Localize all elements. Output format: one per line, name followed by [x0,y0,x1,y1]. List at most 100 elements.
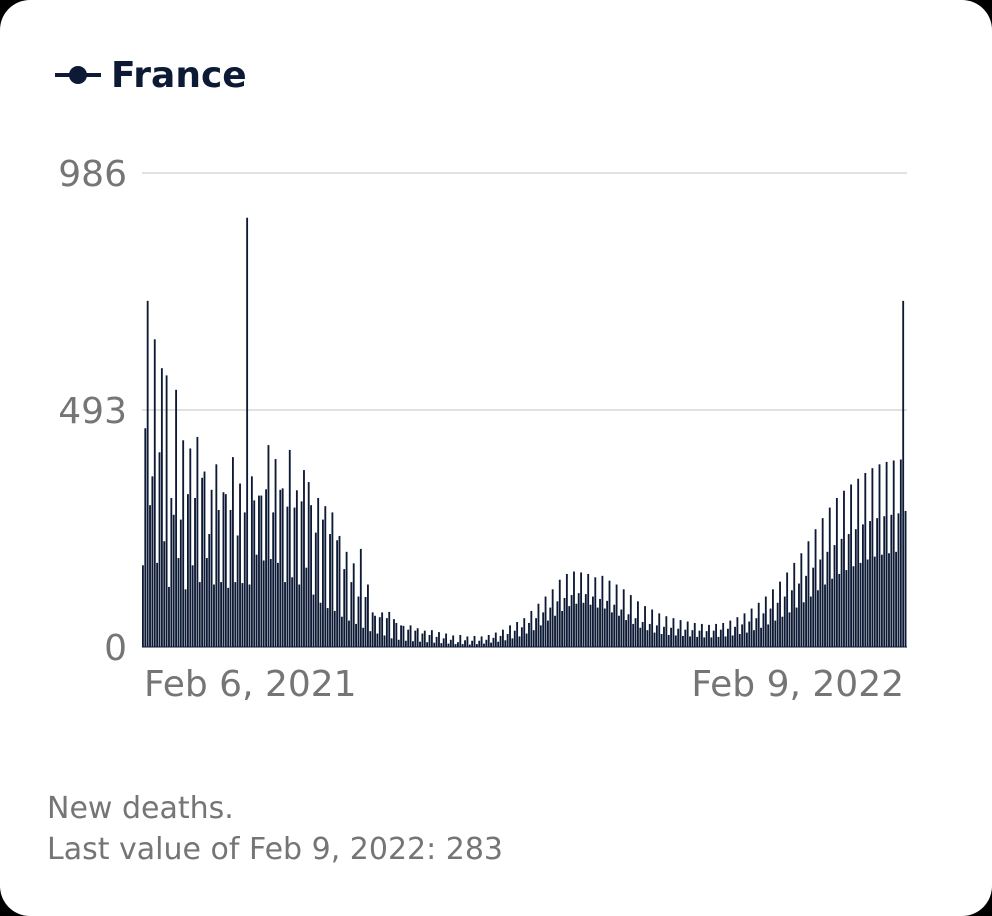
bar [426,642,429,647]
bar [831,578,834,647]
y-tick-label-zero: 0 [104,628,127,669]
bar [561,610,564,647]
bar [658,613,661,647]
bar [696,636,699,647]
bar [400,625,403,647]
bar [528,622,530,647]
bar [397,639,400,647]
bar [390,638,393,647]
bar [163,541,166,647]
bar [824,584,826,647]
bar [719,629,722,647]
bar [637,601,639,647]
bar [558,579,561,647]
bar [629,595,632,647]
bar [592,596,594,647]
bar [802,602,805,647]
bar [833,545,836,647]
bar [274,459,277,647]
bar [892,460,895,647]
bar [518,636,521,647]
bar [459,634,462,647]
bar [809,596,812,647]
bar [570,595,573,647]
bar [655,625,658,647]
bar [715,623,718,647]
bar [142,565,144,647]
bar [326,608,329,647]
bar [691,630,694,647]
bar [205,558,208,647]
bar [236,535,239,647]
bar [516,622,519,647]
bar [288,449,291,647]
bar [798,583,800,647]
bar [160,368,163,647]
bar [734,626,736,647]
bar [317,497,320,647]
bar [648,623,651,647]
bar [618,615,620,647]
bar [748,621,751,647]
bar [866,559,869,647]
bar [179,519,182,647]
bar [151,476,154,647]
bar [430,630,433,647]
bar [847,534,850,647]
bar [324,506,327,647]
bar [359,548,362,647]
bar [322,519,324,647]
bar [338,535,341,647]
bar [755,618,758,647]
bar [807,541,810,647]
bar [843,490,845,647]
bar [246,217,249,647]
bar [248,584,251,647]
bar [414,630,417,647]
bar [388,611,391,647]
bar [492,637,495,647]
bar [367,584,369,647]
bar [537,603,540,647]
bar [461,644,464,647]
bar [447,643,450,647]
bar [902,300,905,647]
chart-bars [142,217,907,648]
bar [281,488,284,647]
bar [589,604,592,647]
bar [556,601,559,647]
bar [502,629,504,647]
bar [793,562,796,647]
bar [269,559,272,647]
bar [250,476,253,647]
bar [395,622,398,647]
bar [615,584,618,647]
bar [795,607,798,647]
bar [888,553,890,647]
bar [826,551,829,647]
chart-legend[interactable]: France [55,52,247,98]
bar [551,589,554,647]
bar [646,630,649,647]
bar [383,635,386,647]
bar [767,624,770,647]
bar [869,521,871,647]
bar [475,644,478,647]
bar [667,634,670,647]
bar [149,505,151,647]
bar [234,582,237,647]
bar [544,596,547,647]
bar [525,633,528,647]
bar [613,604,616,647]
bar [483,643,485,647]
bar [509,625,511,647]
bar [729,620,732,647]
bar [689,636,691,647]
bar [772,589,774,647]
bar [348,620,350,647]
bar [769,608,772,647]
bar [457,642,459,647]
bar [873,556,876,647]
bar [781,616,784,647]
bar [239,483,241,647]
